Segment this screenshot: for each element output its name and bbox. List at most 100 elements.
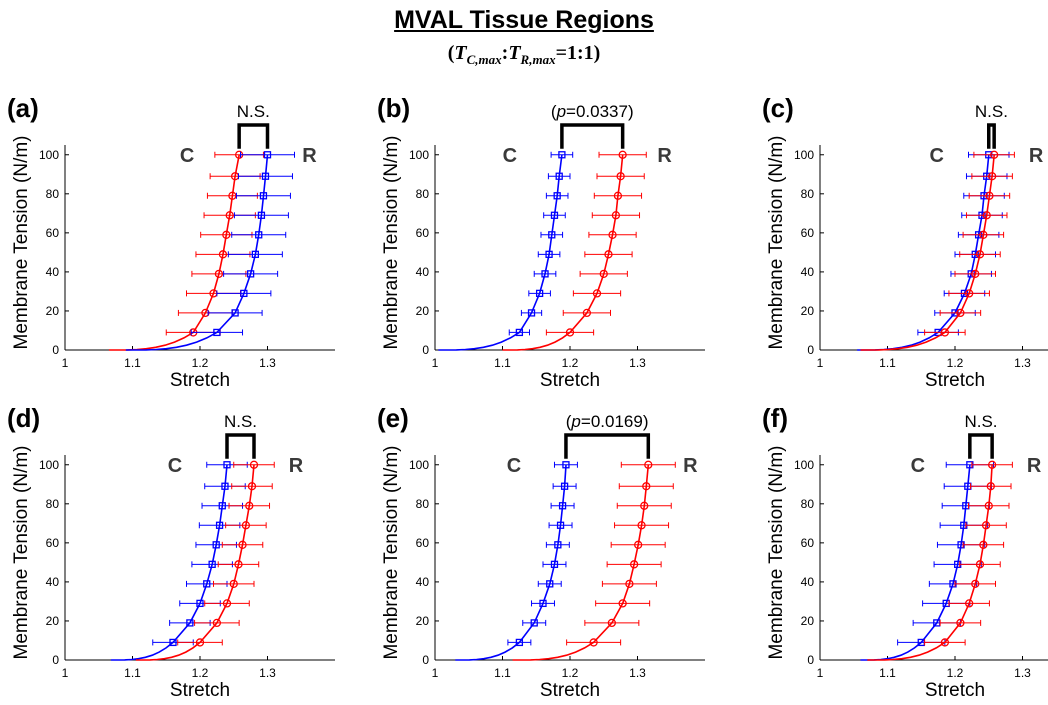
figure-subtitle: (TC,max:TR,max=1:1) [0,42,1048,68]
data-point [553,192,561,200]
significance-bracket [560,123,625,149]
panel-label: (a) [7,93,39,123]
series-C [860,461,994,661]
significance-bracket [968,433,994,459]
panel-label: (e) [377,403,409,433]
data-point [223,461,231,469]
y-tick-label: 40 [46,575,60,589]
data-point [213,328,221,337]
group-label: R [302,145,317,167]
x-axis-label: Stretch [540,370,600,391]
data-point [263,151,272,159]
panel-label: (b) [377,93,410,123]
data-point [560,482,569,490]
series-R [512,460,676,661]
y-axis-label: Membrane Tension (N/m) [11,445,32,659]
x-tick-label: 1 [62,356,69,370]
y-tick-label: 100 [409,148,429,162]
y-tick-label: 80 [416,187,430,201]
data-point [259,192,268,200]
data-point [545,250,553,258]
x-axis-label: Stretch [540,680,600,701]
data-point [940,638,950,647]
data-point [965,599,974,608]
data-point [249,460,259,469]
x-tick-label: 1.2 [562,666,579,680]
data-point [558,151,566,159]
data-point [984,501,993,510]
y-tick-label: 60 [801,536,815,550]
significance-label: N.S. [964,412,997,431]
data-point [255,231,263,239]
subtitle-ratio: =1:1) [555,42,601,64]
significance-bracket [987,123,996,149]
x-tick-label: 1.2 [192,356,209,370]
significance-bracket [237,123,270,149]
y-tick-label: 60 [46,536,60,550]
y-axis-label: Membrane Tension (N/m) [381,445,402,659]
data-point [592,289,602,298]
x-tick-label: 1.3 [629,356,646,370]
data-point [240,289,248,298]
group-label: C [503,145,517,167]
figure-title-wrap: MVAL Tissue Regions [0,6,1048,35]
data-point [225,211,234,220]
group-label: R [657,145,672,167]
series-R [502,150,647,351]
series-R [135,460,275,661]
y-axis-label: Membrane Tension (N/m) [381,135,402,349]
x-tick-label: 1.1 [124,356,141,370]
data-point [956,308,965,318]
group-label: R [1027,455,1042,477]
data-point [607,618,616,628]
data-point [618,150,627,159]
y-tick-label: 0 [422,343,429,357]
x-axis-label: Stretch [170,680,230,701]
data-point [589,638,598,647]
data-point [971,579,980,589]
data-point [990,150,999,159]
fit-curve [502,154,624,351]
x-tick-label: 1 [817,356,824,370]
data-point [228,191,237,200]
data-point [231,309,239,317]
x-axis-label: Stretch [925,370,985,391]
y-tick-label: 20 [801,304,815,318]
data-point [629,560,639,569]
data-point [554,541,562,549]
data-point [515,328,524,337]
data-point [965,289,974,298]
series-R [867,460,1013,661]
x-tick-label: 1.3 [259,666,276,680]
data-point [208,560,216,568]
x-tick-label: 1.2 [192,666,209,680]
significance-label: (p=0.0337) [551,102,634,121]
data-point [555,172,563,180]
data-point [222,230,231,239]
group-label: C [911,455,925,477]
data-point [625,579,634,589]
x-tick-label: 1.1 [494,666,511,680]
data-point [196,599,204,608]
x-tick-label: 1.1 [879,356,896,370]
fit-curve [125,154,269,351]
series-R [125,151,295,351]
series-C [455,461,578,661]
panel-label: (c) [762,93,794,123]
subtitle-t2: T [508,42,521,64]
y-axis-label: Membrane Tension (N/m) [766,135,787,349]
y-tick-label: 80 [801,497,815,511]
data-point [186,619,194,627]
data-point [195,638,205,647]
subtitle-sub1: C,max [466,52,502,67]
panel-label: (d) [7,403,40,433]
data-point [247,482,257,491]
data-point [979,230,988,239]
series-C [108,150,264,351]
data-point [618,599,627,608]
data-point [251,250,260,258]
y-tick-label: 20 [416,614,430,628]
data-point [527,309,536,317]
data-point [985,191,994,200]
x-tick-label: 1.2 [947,356,964,370]
